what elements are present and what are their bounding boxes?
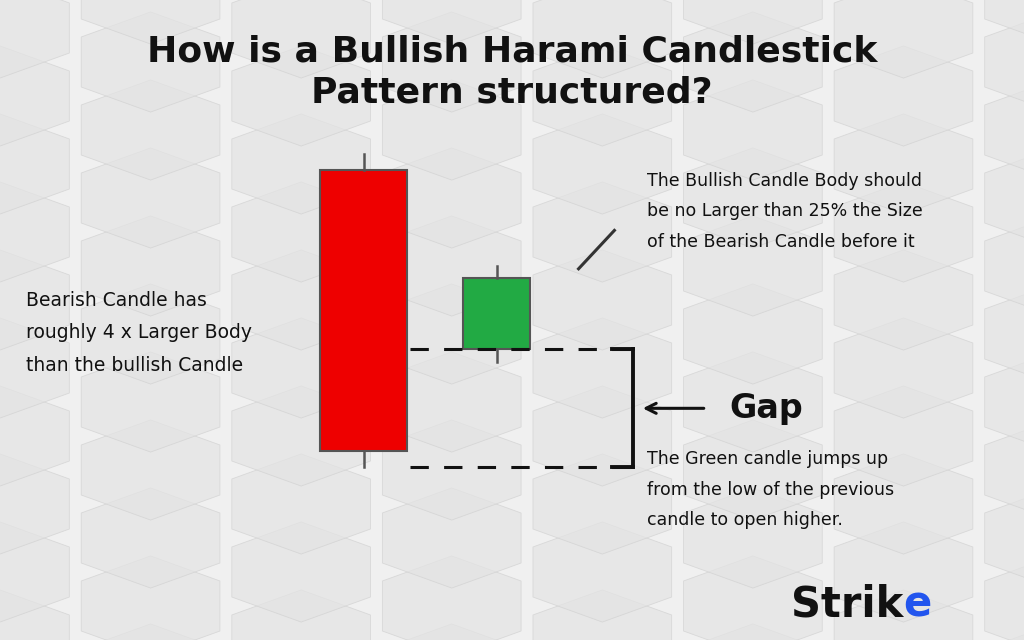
Text: The Bullish Candle Body should
be no Larger than 25% the Size
of the Bearish Can: The Bullish Candle Body should be no Lar… <box>647 172 923 251</box>
Text: How is a Bullish Harami Candlestick: How is a Bullish Harami Candlestick <box>146 34 878 68</box>
Text: e: e <box>903 584 932 626</box>
Bar <box>463 278 530 349</box>
Bar <box>319 170 408 451</box>
Text: Gap: Gap <box>729 392 803 425</box>
Text: The Green candle jumps up
from the low of the previous
candle to open higher.: The Green candle jumps up from the low o… <box>647 450 894 529</box>
Text: Pattern structured?: Pattern structured? <box>311 76 713 110</box>
Text: Bearish Candle has
roughly 4 x Larger Body
than the bullish Candle: Bearish Candle has roughly 4 x Larger Bo… <box>26 291 252 375</box>
Text: Strik: Strik <box>791 584 903 626</box>
